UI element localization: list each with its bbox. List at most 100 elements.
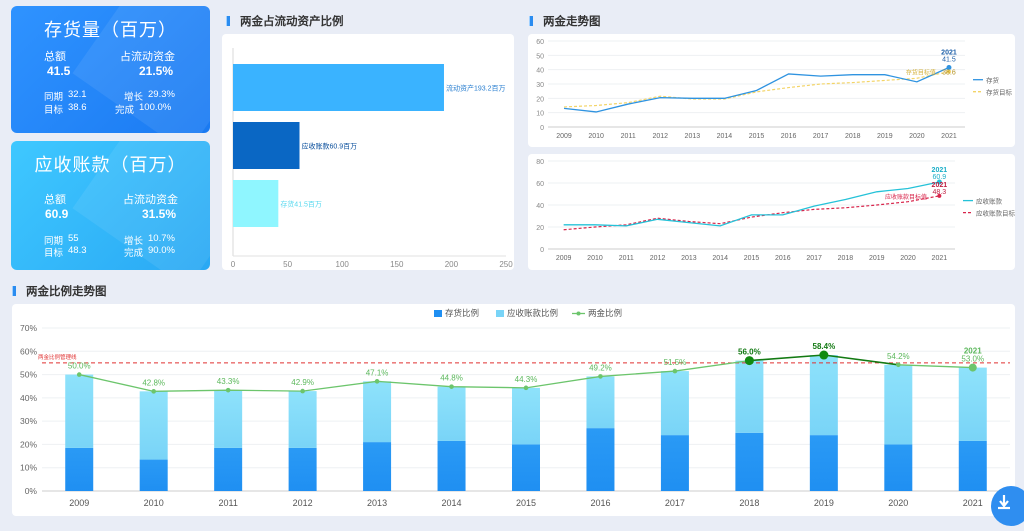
x-tick-label: 2009 <box>556 133 572 140</box>
annotation-year: 2021 <box>932 182 948 189</box>
growth-label: 增长 <box>124 92 144 103</box>
receivable-trend-panel: 0 20 40 60 80 2009 2010 2011 2012 2013 2014 2015 201… <box>528 154 1016 270</box>
x-tick-label: 2017 <box>813 133 829 140</box>
ratio-section-title: 两金比例走势图 <box>12 283 107 299</box>
x-tick-label: 2016 <box>781 133 797 140</box>
x-tick-label: 2010 <box>588 133 604 140</box>
legend-label: 存货 <box>986 76 1000 85</box>
y-tick-label: 20% <box>20 439 37 449</box>
title-marker <box>12 286 16 296</box>
stack-bar-inventory <box>139 459 168 491</box>
ratio-panel: 0% 10% 20% 30% 40% 50% 60% 70% 2009 2010 2011 2012 2… <box>12 304 1015 516</box>
stack-bar-receivable <box>288 391 317 448</box>
stack-bar-inventory <box>884 444 913 491</box>
ratio-combo-chart: 0% 10% 20% 30% 40% 50% 60% 70% 2009 2010 2011 2012 2… <box>20 308 1010 508</box>
x-tick-label: 2014 <box>442 498 462 508</box>
annotation-target-label: 应收账款目标值 <box>885 193 927 201</box>
yoy-label: 同期 <box>44 236 64 247</box>
x-tick-label: 2020 <box>888 498 908 508</box>
annotation-target-value: 38.6 <box>942 70 956 77</box>
legend-label: 存货目标 <box>986 88 1013 97</box>
inventory-trend-panel: 0 10 20 30 40 50 60 2009 2010 2011 2012 2013 2014 201… <box>528 34 1015 147</box>
ratio-data-label: 44.8% <box>440 374 463 383</box>
y-tick-label: 0 <box>540 125 544 132</box>
target-label: 目标 <box>44 248 64 259</box>
last-target-marker <box>937 193 942 198</box>
ratio-point <box>76 372 82 377</box>
target-series-line <box>563 195 940 231</box>
done-value: 100.0% <box>139 102 172 113</box>
ratio-data-label: 43.3% <box>217 377 240 386</box>
ratio-data-label: 49.2% <box>589 363 612 372</box>
ratio-data-label: 56.0% <box>738 348 761 357</box>
x-tick-label: 2019 <box>877 133 893 140</box>
annotation-year: 2021 <box>932 167 948 174</box>
x-tick-label: 2010 <box>587 255 603 262</box>
stack-bar-receivable <box>809 355 838 436</box>
x-tick-label: 2009 <box>556 255 572 262</box>
ratio-data-label: 58.4% <box>813 342 836 351</box>
done-value: 90.0% <box>148 245 175 256</box>
stack-bar-inventory <box>660 435 689 491</box>
hbar-data-label: 应收账款60.9百万 <box>302 142 358 151</box>
legend-label: 两金比例 <box>588 308 622 318</box>
ratio-line <box>898 364 973 369</box>
legend-label: 应收账款比例 <box>507 308 558 318</box>
last-point-marker <box>936 179 942 185</box>
hbar-bar <box>233 180 279 227</box>
y-tick-label: 40% <box>20 393 37 403</box>
x-tick-label: 2019 <box>869 255 885 262</box>
annotation-year: 2021 <box>964 347 982 356</box>
hbar-data-label: 存货41.5百万 <box>280 200 322 209</box>
x-tick-label: 2021 <box>932 255 948 262</box>
y-tick-label: 0% <box>25 486 38 496</box>
stack-bar-receivable <box>512 387 540 445</box>
stack-bar-inventory <box>288 447 317 491</box>
y-tick-label: 70% <box>20 323 37 333</box>
ratio-value: 31.5% <box>142 207 177 221</box>
receivable-trend-chart: 0 20 40 60 80 2009 2010 2011 2012 2013 2014 2015 201… <box>536 159 1015 262</box>
stack-bar-receivable <box>586 376 615 429</box>
ratio-point <box>744 356 754 366</box>
stack-bar-inventory <box>65 447 94 491</box>
y-tick-label: 0 <box>540 247 544 254</box>
stack-bar-receivable <box>214 390 243 448</box>
target-series-line <box>564 71 950 108</box>
stack-bar-receivable <box>735 360 764 433</box>
ratio-data-label: 44.3% <box>515 375 538 384</box>
y-tick-label: 10% <box>20 463 37 473</box>
legend-label: 应收账款目标 <box>976 209 1015 218</box>
last-target-marker <box>946 69 951 74</box>
hbar-chart: 0 50 100 150 200 250 流动资产193.2百万应收账款60.9百万存货41… <box>231 48 513 269</box>
x-tick-label: 250 <box>499 260 513 269</box>
x-tick-label: 2011 <box>218 498 237 508</box>
title-marker <box>226 16 230 26</box>
stack-bar-inventory <box>958 440 987 491</box>
x-tick-label: 0 <box>231 260 236 269</box>
y-tick-label: 50% <box>20 370 37 380</box>
stack-bar-receivable <box>65 374 94 448</box>
download-button[interactable] <box>991 486 1024 526</box>
done-label: 完成 <box>124 248 144 259</box>
annotation-target-label: 存货目标值 <box>906 69 936 77</box>
card-title: 应收账款（百万） <box>34 155 187 175</box>
target-value: 48.3 <box>68 245 87 256</box>
download-icon <box>998 495 1010 510</box>
yoy-value: 32.1 <box>68 89 87 100</box>
annotation-value: 41.5 <box>942 57 956 64</box>
stack-bar-inventory <box>363 442 392 491</box>
ratio-point <box>374 379 380 384</box>
stack-bar-receivable <box>139 391 168 460</box>
ratio-point <box>151 389 156 394</box>
x-tick-label: 2010 <box>144 498 164 508</box>
stack-bar-receivable <box>958 367 987 441</box>
ratio-value: 21.5% <box>139 64 174 78</box>
hbar-bar <box>233 64 444 111</box>
x-tick-label: 2018 <box>838 255 854 262</box>
bar-section-title: 两金占流动资产比例 <box>226 13 344 29</box>
ratio-point <box>225 387 231 393</box>
x-tick-label: 2013 <box>681 255 697 262</box>
y-tick-label: 20 <box>536 96 544 103</box>
stack-bar-receivable <box>660 371 689 436</box>
total-value: 41.5 <box>47 64 71 78</box>
